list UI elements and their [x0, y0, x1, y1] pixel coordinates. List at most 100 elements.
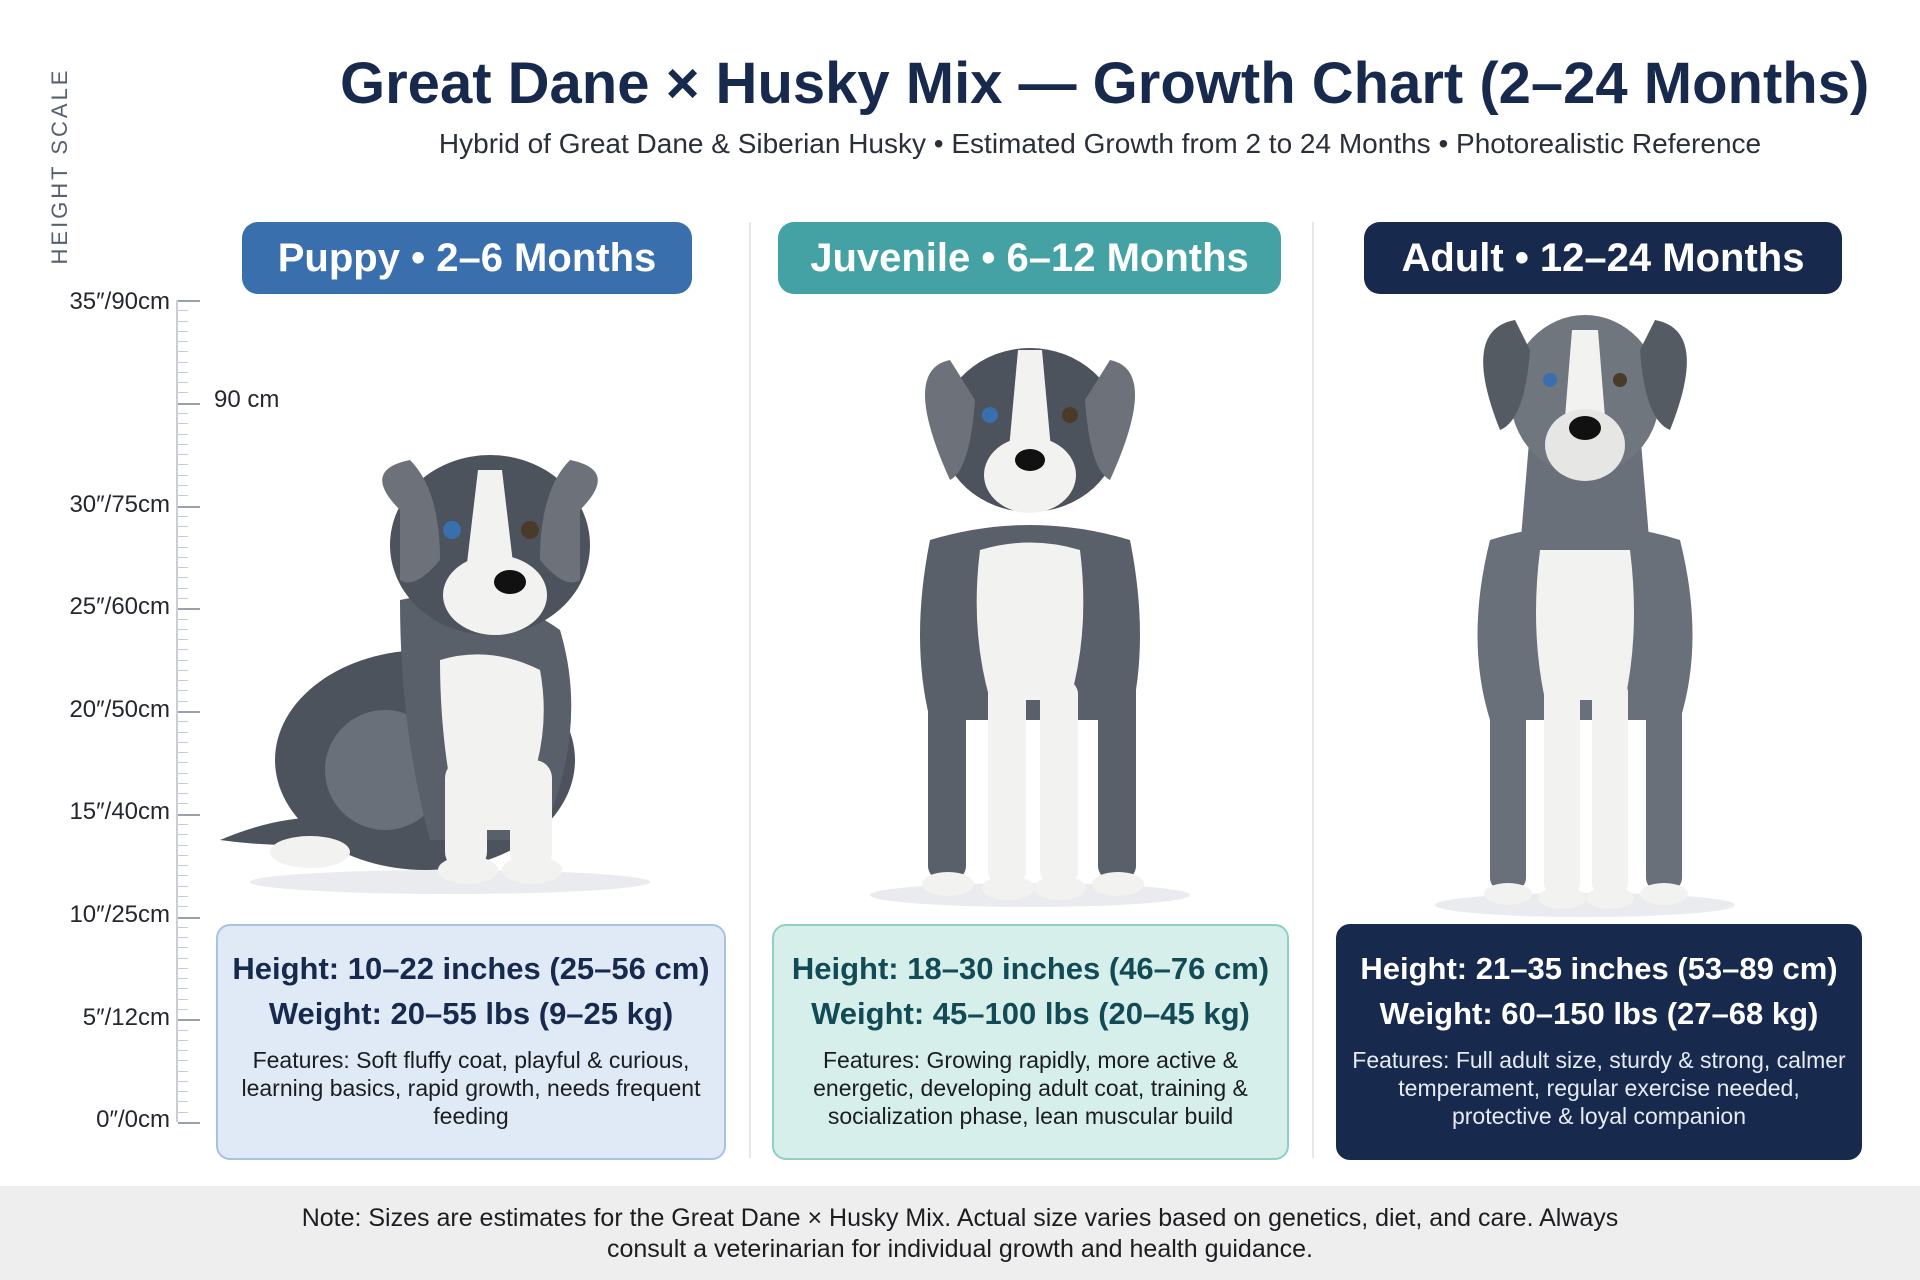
- ruler-tick: [178, 341, 188, 343]
- ruler-tick: [178, 464, 188, 466]
- ruler-tick: [178, 957, 188, 959]
- ruler-tick: [178, 515, 188, 517]
- sitting-puppy-photo: [220, 455, 650, 894]
- stage-features: Features: Full adult size, sturdy & stro…: [1352, 1047, 1846, 1129]
- ruler-tick: [178, 454, 188, 456]
- ruler-tick: [178, 1039, 188, 1041]
- note-line-1: Note: Sizes are estimates for the Great …: [301, 1204, 1619, 1232]
- ruler-tick: [178, 1080, 188, 1082]
- ruler-tick: [178, 587, 188, 589]
- scale-label: 0″/0cm: [96, 1106, 170, 1133]
- ruler-tick: [178, 618, 188, 620]
- ruler-tick: [178, 988, 188, 990]
- scale-label: 15″/40cm: [69, 798, 170, 825]
- ruler-tick: [178, 371, 188, 373]
- ruler-mark-90cm: 90 cm: [214, 386, 280, 413]
- ruler-tick: [178, 824, 188, 826]
- ruler-tick: [178, 536, 188, 538]
- ruler-tick: [178, 782, 188, 784]
- ruler-tick: [178, 1019, 200, 1022]
- ruler-tick: [178, 413, 188, 415]
- ruler-tick: [178, 1111, 188, 1113]
- ruler-tick: [178, 1122, 200, 1124]
- ruler-tick: [178, 1008, 188, 1010]
- ruler-tick: [178, 443, 188, 445]
- ruler-tick: [178, 649, 188, 651]
- ruler-tick: [178, 741, 188, 743]
- ruler-tick: [178, 659, 188, 661]
- ruler-tick: [178, 505, 200, 508]
- ruler-tick: [178, 669, 188, 671]
- ruler-tick: [178, 402, 200, 405]
- ruler-tick: [178, 803, 188, 805]
- ruler-tick: [178, 752, 188, 754]
- ruler-tick: [178, 423, 188, 425]
- stage-weight: Weight: 45–100 lbs (20–45 kg): [811, 996, 1250, 1031]
- ruler-tick: [178, 844, 188, 846]
- ruler-tick: [178, 690, 188, 692]
- column-divider: [749, 222, 751, 1158]
- ruler-tick: [178, 885, 188, 887]
- ruler-tick: [178, 351, 188, 353]
- ruler-tick: [178, 875, 188, 877]
- disclaimer-note: Note: Sizes are estimates for the Great …: [0, 1186, 1920, 1280]
- ruler-tick: [178, 865, 188, 867]
- ruler-tick: [178, 361, 188, 363]
- ruler-tick: [178, 577, 188, 579]
- stage-height: Height: 10–22 inches (25–56 cm): [232, 951, 710, 986]
- scale-label: 10″/25cm: [69, 901, 170, 928]
- ruler-tick: [178, 926, 188, 928]
- column-divider: [1312, 222, 1314, 1158]
- ruler-tick: [178, 793, 188, 795]
- ruler-tick: [178, 937, 188, 939]
- note-line-2: consult a veterinarian for individual gr…: [606, 1235, 1313, 1263]
- ruler-tick: [178, 1070, 188, 1072]
- ruler-tick: [178, 721, 188, 723]
- scale-label: 20″/50cm: [69, 696, 170, 723]
- stage-features: Features: Growing rapidly, more active &…: [813, 1047, 1248, 1129]
- height-ruler: [176, 300, 200, 1124]
- ruler-tick: [178, 526, 188, 528]
- ruler-tick: [178, 433, 188, 435]
- ruler-tick: [178, 916, 200, 919]
- ruler-tick: [178, 639, 188, 641]
- stage-card-juvenile: Height: 18–30 inches (46–76 cm) Weight: …: [772, 924, 1289, 1160]
- stage-card-adult: Height: 21–35 inches (53–89 cm) Weight: …: [1336, 924, 1862, 1160]
- stage-height: Height: 18–30 inches (46–76 cm): [791, 951, 1270, 986]
- ruler-tick: [178, 967, 188, 969]
- ruler-tick: [178, 484, 188, 486]
- scale-label: 5″/12cm: [82, 1004, 170, 1031]
- ruler-tick: [178, 998, 188, 1000]
- ruler-tick: [178, 330, 188, 332]
- standing-adult-photo: [1435, 315, 1735, 917]
- ruler-tick: [178, 320, 188, 322]
- ruler-tick: [178, 392, 188, 394]
- ruler-tick: [178, 700, 188, 702]
- ruler-tick: [178, 1050, 188, 1052]
- ruler-tick: [178, 762, 188, 764]
- ruler-tick: [178, 1101, 188, 1103]
- ruler-tick: [178, 906, 188, 908]
- ruler-tick: [178, 854, 188, 856]
- ruler-tick: [178, 772, 188, 774]
- ruler-tick: [178, 495, 188, 497]
- stage-pill-adult: Adult • 12–24 Months: [1364, 222, 1842, 294]
- ruler-tick: [178, 1029, 188, 1031]
- ruler-tick: [178, 895, 188, 897]
- ruler-tick: [178, 1091, 188, 1093]
- ruler-tick: [178, 556, 188, 558]
- ruler-tick: [178, 597, 188, 599]
- ruler-tick: [178, 1060, 188, 1062]
- ruler-tick: [178, 947, 188, 949]
- standing-juvenile-photo: [870, 348, 1190, 907]
- ruler-tick: [178, 680, 188, 682]
- stage-pill-juvenile: Juvenile • 6–12 Months: [778, 222, 1281, 294]
- ruler-tick: [178, 546, 188, 548]
- height-scale-title: HEIGHT SCALE: [47, 67, 72, 265]
- scale-label: 25″/60cm: [69, 593, 170, 620]
- ruler-tick: [178, 474, 188, 476]
- page-title: Great Dane × Husky Mix — Growth Chart (2…: [340, 51, 1870, 116]
- scale-label: 35″/90cm: [69, 288, 170, 315]
- ruler-tick: [178, 608, 200, 611]
- stage-pill-puppy: Puppy • 2–6 Months: [242, 222, 692, 294]
